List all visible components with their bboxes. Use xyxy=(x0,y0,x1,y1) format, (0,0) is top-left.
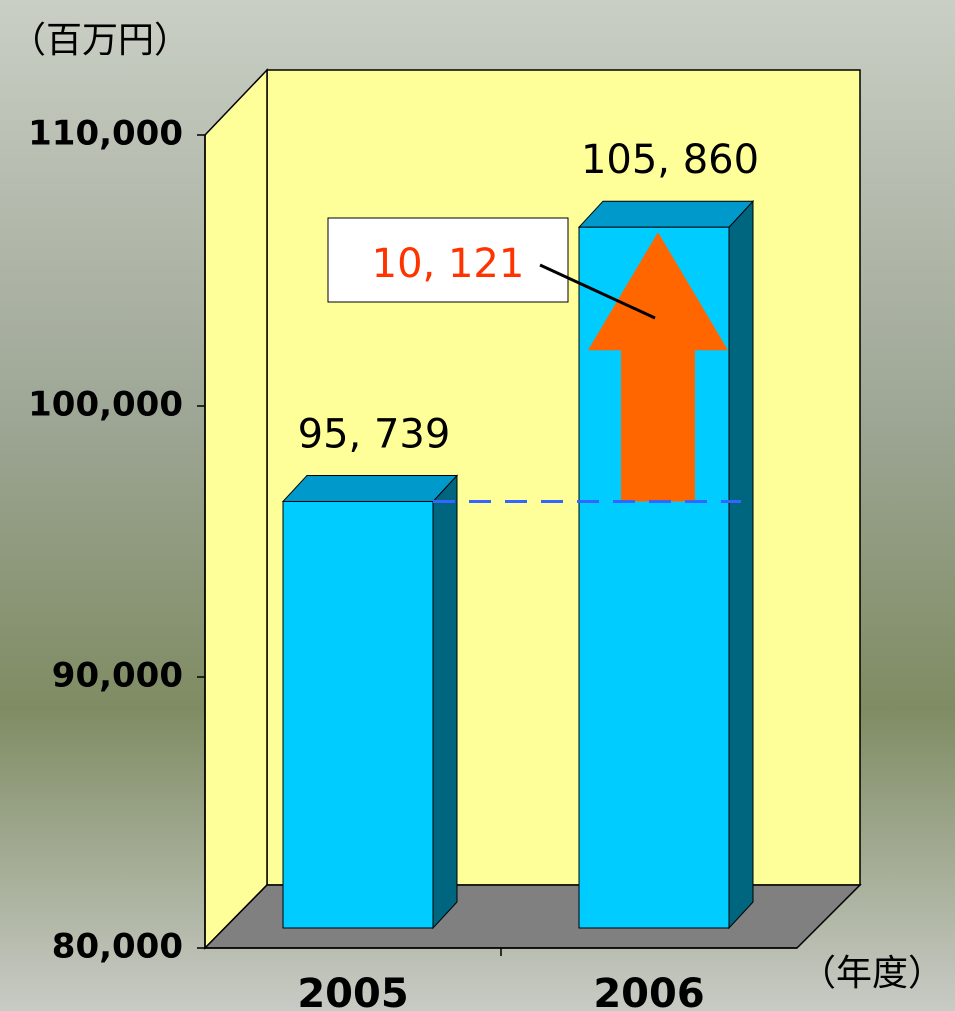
x-tick-label: 2006 xyxy=(593,971,704,1011)
bar-top xyxy=(577,200,755,228)
leader-line xyxy=(539,263,656,320)
value-label: 105, 860 xyxy=(581,137,759,183)
annotation-box xyxy=(327,217,569,303)
bar xyxy=(282,500,434,929)
bar-top xyxy=(281,474,459,502)
value-label: 95, 739 xyxy=(298,411,451,457)
y-tick-label: 110,000 xyxy=(28,114,183,154)
bar-side xyxy=(728,199,754,930)
y-axis-label: （百万円） xyxy=(10,20,190,61)
x-axis-label: （年度） xyxy=(800,953,944,994)
x-tick-label: 2005 xyxy=(297,971,408,1011)
bar-side xyxy=(432,474,458,930)
y-tick-label: 80,000 xyxy=(52,927,183,967)
increase-arrow xyxy=(588,232,728,502)
y-tick-label: 90,000 xyxy=(52,656,183,696)
side-wall xyxy=(204,68,268,950)
y-tick-label: 100,000 xyxy=(28,385,183,425)
annotation: 10, 121 xyxy=(372,241,525,287)
